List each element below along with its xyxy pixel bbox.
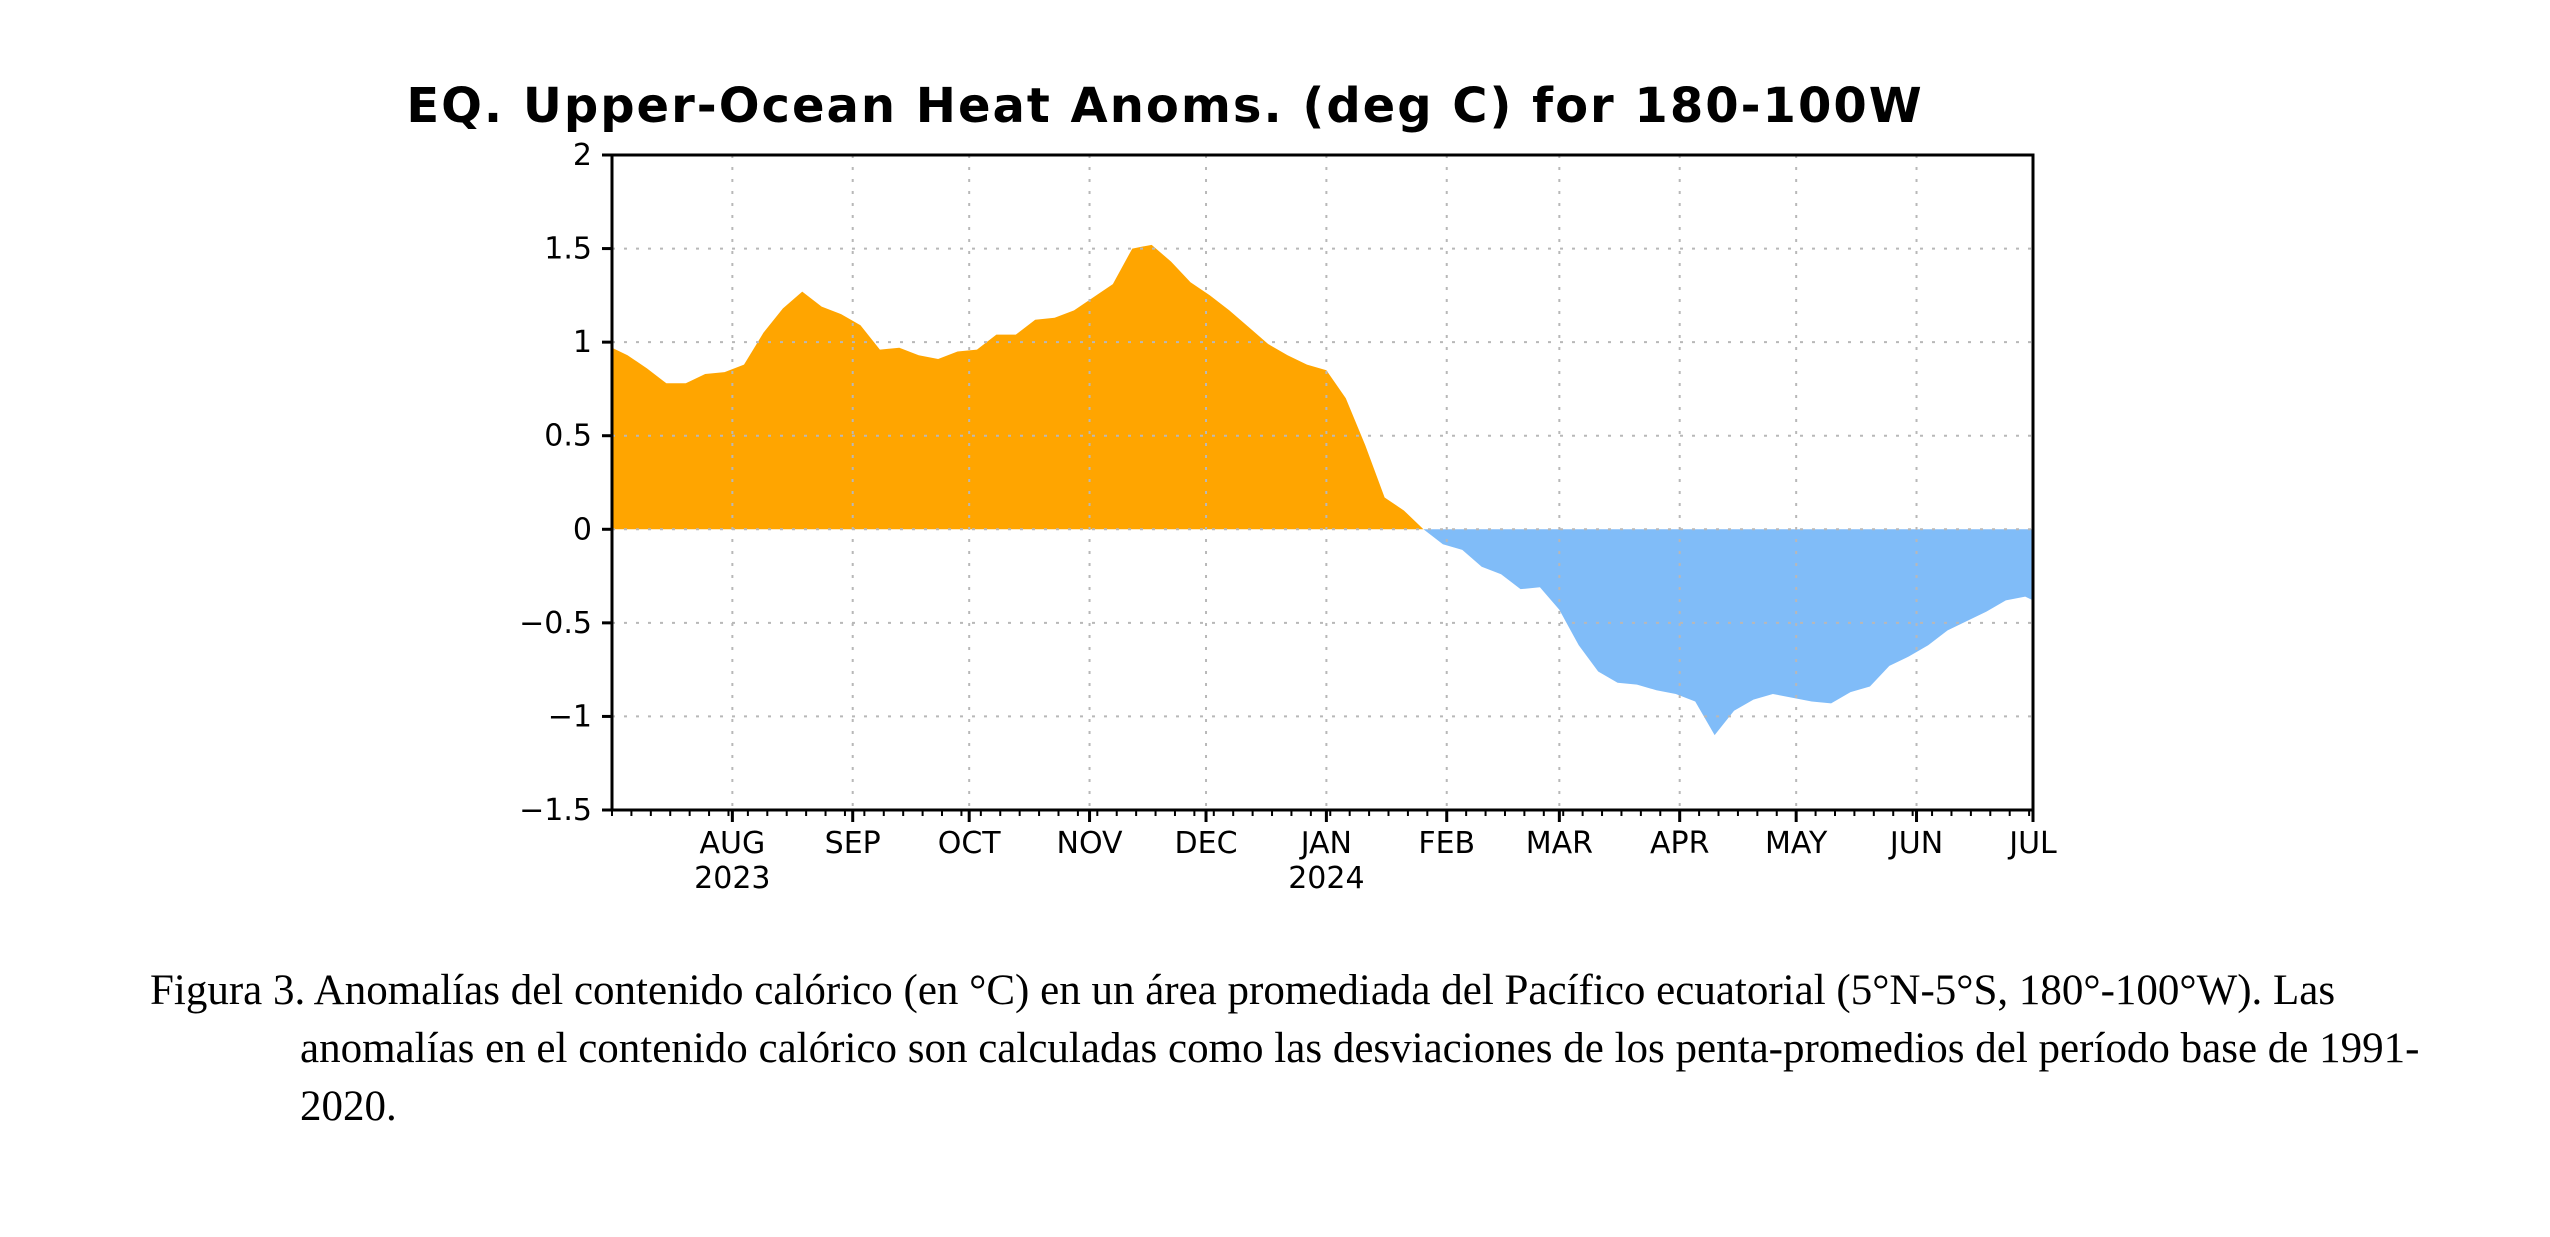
plot-frame — [610, 153, 2035, 812]
x-tick-label: JUN — [1888, 826, 1943, 861]
x-tick-label: NOV — [1057, 826, 1124, 861]
y-tick-label: 2 — [573, 138, 592, 173]
y-tick-label: 1 — [573, 325, 592, 360]
x-tick-label: DEC — [1175, 826, 1238, 861]
y-tick-label: −1 — [548, 699, 592, 734]
x-tick-labels: AUG SEP OCT NOV DEC JAN FEB MAR APR MAY JUN JUL — [699, 826, 2057, 861]
y-tick-labels: 2 1.5 1 0.5 0 −0.5 −1 −1.5 — [519, 138, 592, 828]
year-labels: 2023 2024 — [694, 861, 1364, 896]
x-tick-label: MAY — [1765, 826, 1828, 861]
y-tick-label: 0.5 — [544, 419, 592, 454]
figure-caption: Figura 3. Anomalías del contenido calóri… — [150, 967, 2420, 1130]
y-tick-label: 0 — [573, 512, 592, 547]
x-tick-label: MAR — [1526, 826, 1593, 861]
x-tick-label: SEP — [825, 826, 881, 861]
year-label: 2023 — [694, 861, 770, 896]
plot-fill-layer — [612, 244, 2033, 736]
negative-anomaly-area — [612, 529, 2033, 736]
x-tick-label: AUG — [699, 826, 765, 861]
x-tick-label: FEB — [1418, 826, 1475, 861]
x-tick-label: APR — [1650, 826, 1709, 861]
y-tick-label: 1.5 — [544, 232, 592, 267]
x-tick-label: JAN — [1299, 826, 1352, 861]
chart-title: EQ. Upper-Ocean Heat Anoms. (deg C) for … — [406, 78, 1923, 134]
y-tick-label: −0.5 — [519, 606, 592, 641]
x-tick-label: JUL — [2007, 826, 2057, 861]
year-label: 2024 — [1288, 861, 1364, 896]
axis-layer — [602, 153, 2035, 822]
positive-anomaly-area — [612, 244, 2033, 530]
x-tick-label: OCT — [938, 826, 1002, 861]
y-tick-label: −1.5 — [519, 793, 592, 828]
